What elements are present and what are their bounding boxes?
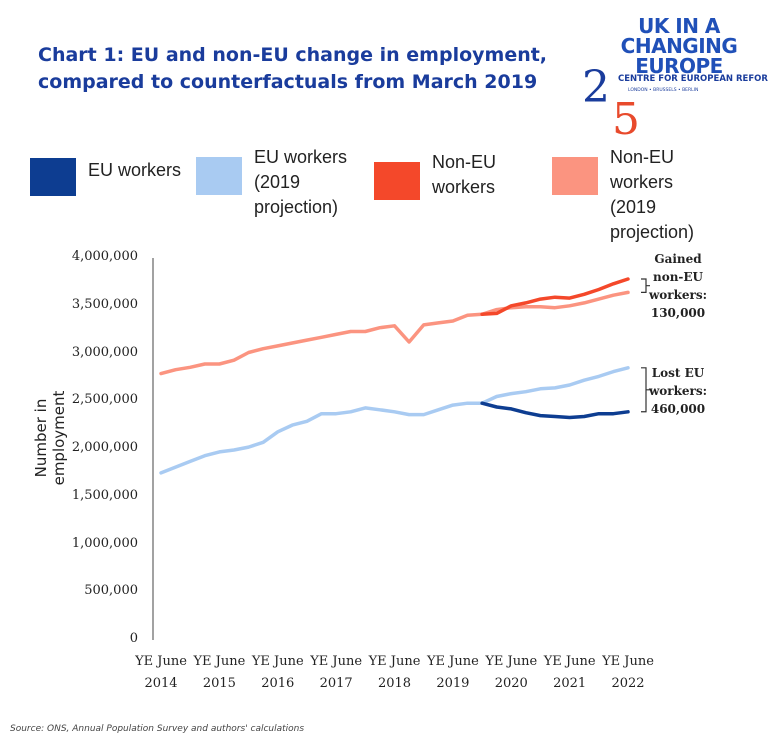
logo: UK IN A CHANGING EUROPE 2 5 CENTRE FOR EUR… (582, 8, 768, 144)
legend-label-line: Non-EU (432, 152, 497, 172)
logo-cities: LONDON • BRUSSELS • BERLIN (628, 88, 699, 93)
x-tick-label-line: YE June (426, 654, 479, 669)
logo-25: 2 (582, 62, 610, 113)
legend-swatch (374, 162, 420, 200)
annotation-line: workers: (648, 288, 708, 302)
x-tick-label-line: 2022 (611, 676, 645, 691)
legend-swatch (30, 158, 76, 196)
x-tick-label: YE June 2014 (126, 651, 196, 695)
legend-label-line: (2019 (610, 197, 657, 217)
x-tick-label-line: YE June (485, 654, 538, 669)
annotation-line: 130,000 (650, 306, 706, 320)
legend-label-line: workers (432, 177, 496, 197)
logo-cer: CENTRE FOR EUROPEAN REFORM (618, 74, 768, 84)
x-tick-label: YE June 2020 (476, 651, 546, 695)
legend-label-line: (2019 (254, 172, 301, 192)
annotation-eu: Lost EU workers: 460,000 (648, 364, 708, 418)
annotation-line: workers: (648, 384, 708, 398)
y-tick-label: 1,500,000 (71, 487, 138, 503)
x-tick-label: YE June 2021 (535, 651, 605, 695)
x-tick-label-line: YE June (193, 654, 246, 669)
x-tick-label: YE June 2022 (593, 651, 663, 695)
legend-item: Non-EU workers (2019 projection) (552, 145, 694, 245)
y-tick-label: 0 (129, 631, 138, 646)
legend-label: EU workers (88, 158, 181, 183)
y-tick-label: 4,000,000 (71, 249, 138, 264)
legend-swatch (552, 157, 598, 195)
legend-label-line: EU workers (254, 147, 348, 167)
annotation-line: non-EU (652, 270, 704, 284)
x-tick-label-line: 2020 (494, 676, 528, 691)
x-tick-label: YE June 2016 (243, 651, 313, 695)
legend-label: Non-EU workers (432, 150, 496, 200)
series-line-eu-workers-2019-projection (159, 366, 630, 475)
x-tick-label: YE June 2019 (418, 651, 488, 695)
legend-item: EU workers (30, 158, 181, 196)
legend-label-line: projection) (254, 197, 339, 217)
legend-label: Non-EU workers (2019 projection) (610, 145, 694, 245)
legend-label-line: Non-EU (610, 147, 675, 167)
x-tick-label-line: 2018 (377, 676, 412, 691)
x-tick-label-line: 2015 (202, 676, 236, 691)
x-tick-label-line: 2021 (553, 676, 587, 691)
legend-swatch (196, 157, 242, 195)
source-note: Source: ONS, Annual Population Survey an… (10, 724, 305, 734)
annotation-line: Lost EU (651, 366, 705, 380)
x-tick-label: YE June 2018 (360, 651, 430, 695)
x-tick-label-line: 2017 (319, 676, 353, 691)
legend-item: EU workers (2019 projection) (196, 145, 347, 220)
legend-label: EU workers (2019 projection) (254, 145, 347, 220)
y-tick-label: 2,500,000 (71, 392, 138, 408)
x-tick-label: YE June 2015 (184, 651, 254, 695)
annotation-line: Gained (654, 252, 702, 266)
annotation-line: 460,000 (650, 402, 706, 416)
x-tick-label-line: YE June (251, 654, 304, 669)
x-tick-label-line: 2014 (144, 676, 178, 691)
logo-text: UK IN A CHANGING EUROPE (620, 14, 738, 78)
series-line-eu-workers (480, 401, 630, 420)
series-line-non-eu-workers (480, 277, 630, 317)
y-tick-label: 3,000,000 (71, 344, 138, 360)
chart-title: Chart 1: EU and non-EU change in employm… (38, 44, 548, 93)
legend-label-line: EU workers (88, 160, 182, 180)
annotation-non-eu: Gained non-EU workers: 130,000 (648, 250, 708, 322)
legend-label-line: projection) (610, 222, 695, 242)
x-tick-label-line: YE June (310, 654, 363, 669)
x-tick-label-line: YE June (368, 654, 421, 669)
x-tick-label-line: YE June (135, 654, 187, 669)
y-tick-label: 3,500,000 (71, 296, 138, 312)
x-tick-label-line: 2019 (436, 676, 470, 691)
legend-item: Non-EU workers (374, 150, 496, 200)
legend-label-line: workers (610, 172, 674, 192)
x-tick-label: YE June 2017 (301, 651, 371, 695)
y-tick-label: 1,000,000 (71, 535, 138, 551)
y-tick-label: 2,000,000 (71, 440, 138, 455)
series-line-non-eu-workers-2019-projection (159, 290, 630, 376)
x-tick-label-line: 2016 (261, 676, 295, 691)
x-tick-label-line: YE June (543, 654, 596, 669)
x-tick-label-line: YE June (602, 654, 654, 669)
y-tick-label: 500,000 (84, 583, 138, 599)
logo-25-five: 5 (612, 94, 640, 145)
